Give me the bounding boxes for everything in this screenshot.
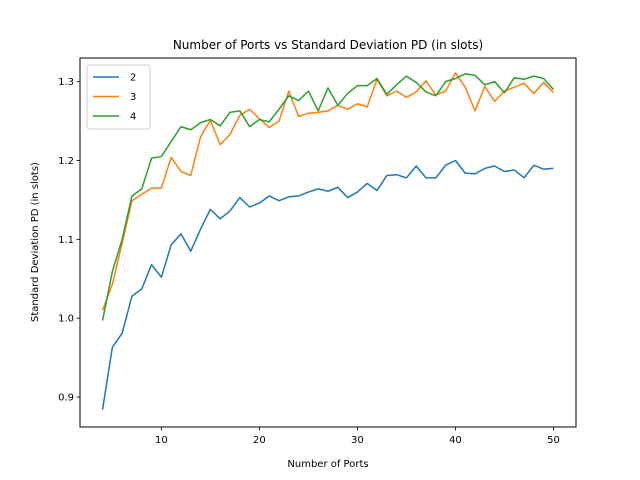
legend-label-2: 2 — [130, 73, 136, 84]
x-tick-label: 10 — [155, 435, 168, 446]
x-tick-label: 50 — [547, 435, 560, 446]
legend: 2 3 4 — [86, 64, 151, 130]
legend-label-4: 4 — [130, 112, 136, 123]
x-tick-label: 40 — [449, 435, 462, 446]
series-line-3 — [101, 72, 554, 311]
x-tick-label: 20 — [253, 435, 266, 446]
series-line-2 — [101, 159, 554, 410]
chart-title: Number of Ports vs Standard Deviation PD… — [173, 38, 483, 52]
y-tick-label: 1.1 — [58, 235, 74, 246]
x-axis-label: Number of Ports — [287, 459, 368, 470]
y-tick-label: 0.9 — [58, 393, 74, 404]
plot-area — [79, 57, 577, 428]
y-tick-label: 1.3 — [58, 77, 74, 88]
y-tick-label: 1.0 — [58, 314, 74, 325]
legend-label-3: 3 — [130, 92, 136, 103]
y-tick-label: 1.2 — [58, 156, 74, 167]
x-tick-label: 30 — [351, 435, 364, 446]
y-axis-label: Standard Deviation PD (in slots) — [30, 162, 41, 322]
series-line-4 — [101, 73, 555, 321]
